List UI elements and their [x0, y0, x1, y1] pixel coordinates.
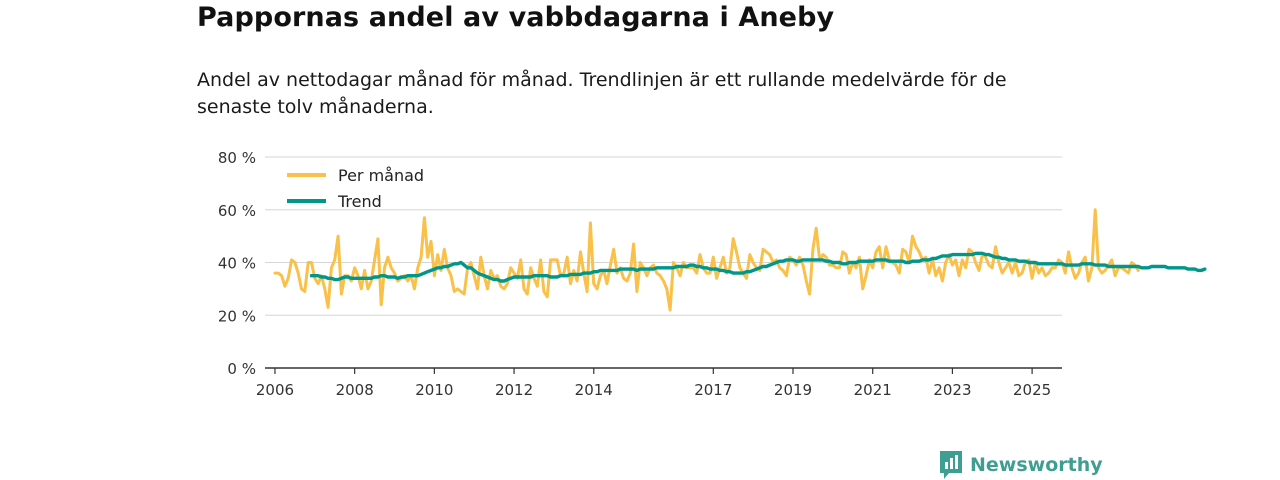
x-tick-label: 2010 [415, 381, 453, 399]
grid-lines [265, 156, 1062, 316]
x-tick-label: 2019 [774, 381, 812, 399]
y-tick-label: 0 % [227, 360, 256, 378]
series-lines [273, 208, 1207, 312]
y-axis-ticks: 0 % 20 % 40 % 60 % 80 % [218, 149, 256, 378]
x-tick-label: 2012 [495, 381, 533, 399]
x-tick-label: 2017 [694, 381, 732, 399]
x-tick-label: 2021 [854, 381, 892, 399]
x-tick-label: 2008 [336, 381, 374, 399]
x-tick-label: 2025 [1013, 381, 1051, 399]
y-tick-label: 60 % [218, 202, 256, 220]
newsworthy-logo-icon [940, 451, 962, 479]
series-line-per-manad [273, 208, 1140, 312]
brand-name: Newsworthy [970, 454, 1103, 476]
x-tick-label: 2014 [575, 381, 613, 399]
y-tick-label: 40 % [218, 255, 256, 273]
chart-title: Pappornas andel av vabbdagarna i Aneby [197, 2, 835, 33]
x-axis: 2006 2008 2010 2012 2014 2017 2019 2021 2023 2025 [256, 367, 1062, 399]
x-tick-label: 2023 [933, 381, 971, 399]
y-tick-label: 80 % [218, 149, 256, 167]
x-tick-label: 2006 [256, 381, 294, 399]
brand-logo[interactable]: Newsworthy [940, 450, 1103, 480]
legend-label: Trend [337, 192, 382, 211]
legend-label: Per månad [338, 166, 424, 185]
series-line-trend [309, 251, 1207, 283]
chart-subtitle: Andel av nettodagar månad för månad. Tre… [197, 69, 1007, 118]
y-tick-label: 20 % [218, 307, 256, 325]
legend: Per månad Trend [287, 166, 424, 211]
